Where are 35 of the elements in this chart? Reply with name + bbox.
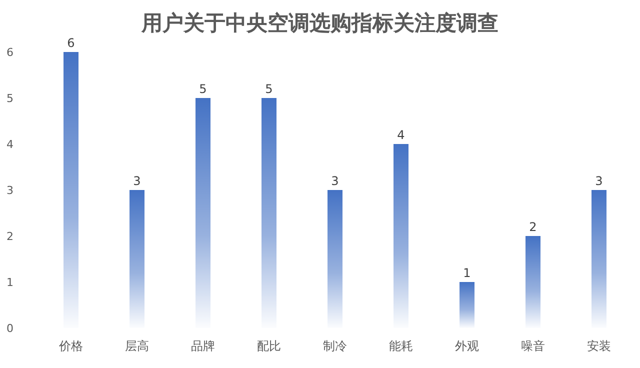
- x-tick-label: 价格: [58, 339, 83, 353]
- chart-title: 用户关于中央空调选购指标关注度调查: [140, 11, 498, 35]
- bar: [328, 190, 342, 328]
- x-tick-label: 能耗: [389, 339, 413, 353]
- bar: [394, 144, 408, 328]
- y-tick-label: 4: [6, 138, 14, 151]
- x-tick-label: 配比: [257, 339, 281, 353]
- x-tick-label: 噪音: [521, 339, 545, 353]
- bar: [196, 98, 210, 328]
- y-tick-label: 5: [6, 92, 14, 105]
- x-tick-label: 安装: [587, 339, 611, 353]
- y-tick-label: 6: [6, 46, 14, 59]
- y-tick-label: 2: [6, 230, 14, 243]
- x-tick-label: 制冷: [323, 339, 347, 353]
- y-tick-label: 0: [6, 322, 14, 335]
- y-tick-label: 1: [6, 276, 14, 289]
- data-label: 1: [463, 266, 471, 280]
- y-tick-label: 3: [6, 184, 14, 197]
- data-label: 3: [133, 174, 141, 188]
- bar: [64, 52, 78, 328]
- x-tick-label: 外观: [455, 339, 479, 353]
- data-label: 5: [199, 82, 207, 96]
- data-label: 2: [529, 220, 537, 234]
- data-label: 5: [265, 82, 273, 96]
- bar: [130, 190, 144, 328]
- x-tick-label: 层高: [125, 339, 149, 353]
- bar: [526, 236, 540, 328]
- data-label: 3: [595, 174, 603, 188]
- bar: [460, 282, 474, 328]
- bar: [592, 190, 606, 328]
- data-label: 6: [67, 36, 75, 50]
- x-tick-label: 品牌: [191, 339, 215, 353]
- data-label: 4: [397, 128, 405, 142]
- bar: [262, 98, 276, 328]
- data-label: 3: [331, 174, 339, 188]
